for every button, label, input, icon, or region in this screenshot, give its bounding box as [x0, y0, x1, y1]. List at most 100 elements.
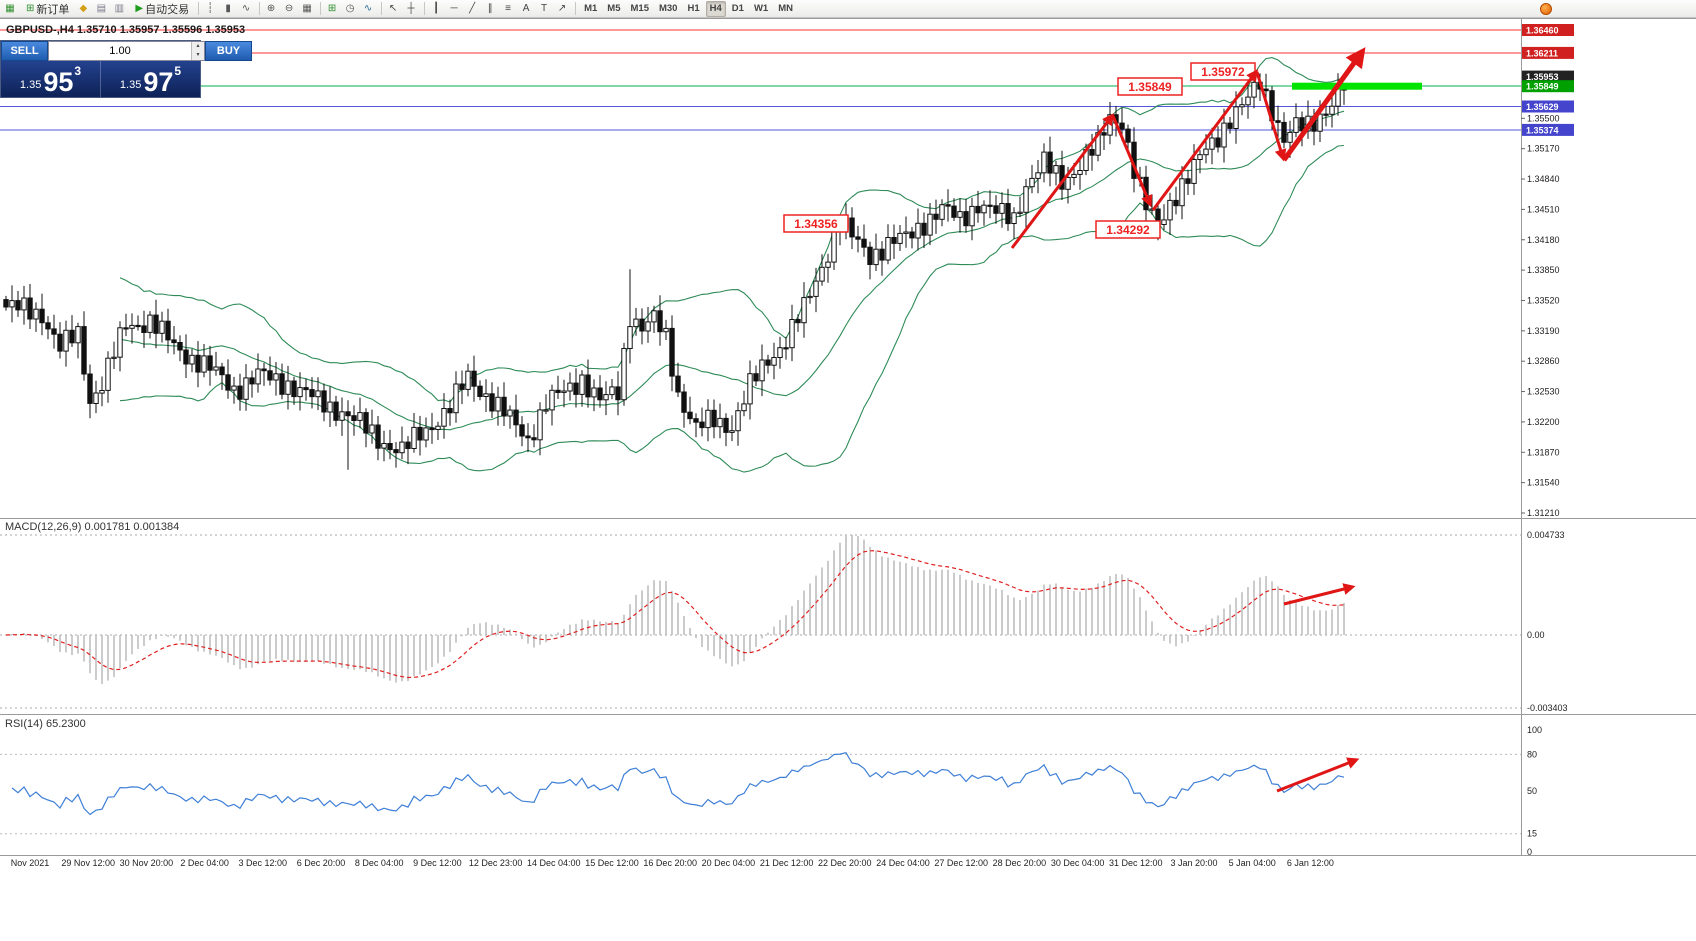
- windows-icon[interactable]: ▥: [112, 1, 128, 17]
- price-axis-label: 1.35170: [1527, 144, 1560, 154]
- price-axis: 1.35500 1.35170 1.34840 1.34510 1.34180 1.338…: [1521, 24, 1574, 518]
- ohlc-bars-icon[interactable]: ┆: [203, 1, 219, 17]
- indicators-icon-glyph: ∿: [363, 3, 373, 14]
- new-chart-icon[interactable]: ⊞: [325, 1, 341, 17]
- trendline-icon-glyph: ╱: [469, 3, 476, 14]
- trend-arrows[interactable]: [1010, 47, 1366, 793]
- label-icon-glyph: T: [541, 3, 548, 14]
- time-axis-label: 20 Dec 04:00: [702, 858, 756, 868]
- timeframe-h1-button[interactable]: H1: [687, 3, 700, 14]
- annotation-text: 1.34356: [794, 217, 838, 231]
- bid-big-digits: 95: [43, 67, 74, 97]
- profiles-icon[interactable]: ▤: [94, 1, 110, 17]
- vertical-line-icon[interactable]: ┃: [429, 1, 445, 17]
- favorites-icon[interactable]: ◆: [76, 1, 92, 17]
- timeframe-m5-button[interactable]: M5: [607, 3, 621, 14]
- auto-trading-button-glyph: ▶: [135, 3, 144, 14]
- price-axis-label: 1.33850: [1527, 265, 1560, 275]
- annotation-text: 1.35849: [1128, 80, 1172, 94]
- rsi-panel: 100 80 50 15 0: [0, 725, 1542, 857]
- rsi-axis-label: 100: [1527, 725, 1542, 735]
- label-icon[interactable]: T: [537, 1, 553, 17]
- annotation-text: 1.34292: [1106, 223, 1150, 237]
- auto-trading-button[interactable]: ▶ 自动交易: [130, 1, 194, 17]
- fibonacci-icon[interactable]: ≡: [501, 1, 517, 17]
- mini-chart-icon[interactable]: ▦: [3, 1, 19, 17]
- channel-icon[interactable]: ∥: [483, 1, 499, 17]
- one-click-trading-panel: SELL ▴ ▾ BUY 1.35 95 3 1.35 97 5: [0, 40, 252, 98]
- sell-button[interactable]: SELL: [1, 41, 48, 61]
- zoom-out-icon[interactable]: ⊖: [282, 1, 298, 17]
- timeframe-m15-button[interactable]: M15: [630, 3, 649, 14]
- volume-up-arrow[interactable]: ▴: [192, 42, 204, 51]
- price-annotations[interactable]: 1.34356 1.35849 1.35972 1.34292: [783, 62, 1256, 239]
- candlestick-chart-icon[interactable]: ▮: [221, 1, 237, 17]
- trend-arrow: [1276, 757, 1360, 793]
- time-axis-label: 12 Dec 23:00: [469, 858, 523, 868]
- crosshair-icon-glyph: ┼: [407, 3, 415, 14]
- alert-icon[interactable]: [1540, 3, 1552, 15]
- period-clock-icon[interactable]: ◷: [343, 1, 359, 17]
- volume-input[interactable]: [49, 42, 191, 60]
- line-chart-icon[interactable]: ∿: [239, 1, 255, 17]
- text-icon[interactable]: A: [519, 1, 535, 17]
- horizontal-line-icon-glyph: ─: [450, 3, 458, 14]
- new-chart-icon-glyph: ⊞: [327, 3, 337, 14]
- channel-icon-glyph: ∥: [487, 3, 493, 14]
- timeframe-m30-button[interactable]: M30: [658, 3, 678, 14]
- time-axis-label: Nov 2021: [11, 858, 50, 868]
- price-tag: [1522, 100, 1574, 113]
- bid-superscript: 3: [74, 64, 82, 78]
- macd-axis-label: -0.003403: [1527, 703, 1568, 713]
- arrows-tool-icon[interactable]: ↗: [555, 1, 571, 17]
- time-axis-label: 31 Dec 12:00: [1109, 858, 1163, 868]
- price-axis-label: 1.32530: [1527, 387, 1560, 397]
- time-axis-label: 27 Dec 12:00: [934, 858, 988, 868]
- timeframe-m1-button[interactable]: M1: [584, 3, 598, 14]
- toolbar-separator: [575, 2, 577, 15]
- bid-price[interactable]: 1.35 95 3: [1, 61, 100, 97]
- annotation-text: 1.35972: [1201, 65, 1245, 79]
- auto-trading-button-label: 自动交易: [145, 3, 190, 16]
- period-clock-icon-glyph: ◷: [345, 3, 355, 14]
- time-axis-label: 24 Dec 04:00: [876, 858, 930, 868]
- rsi-axis-label: 80: [1527, 749, 1537, 759]
- rsi-line: [11, 752, 1345, 816]
- fibonacci-icon-glyph: ≡: [505, 3, 512, 14]
- ask-prefix: 1.35: [119, 79, 142, 91]
- timeframe-mn-button[interactable]: MN: [778, 3, 793, 14]
- toolbar-separator: [381, 2, 383, 15]
- price-axis-label: 1.34180: [1527, 235, 1560, 245]
- timeframe-w1-button[interactable]: W1: [753, 3, 769, 14]
- timeframe-h4-button[interactable]: H4: [705, 0, 726, 17]
- cursor-icon-glyph: ↖: [388, 3, 398, 14]
- new-order-button[interactable]: ⊞ 新订单: [21, 1, 74, 17]
- trend-arrow: [1281, 47, 1366, 162]
- tile-windows-icon[interactable]: ▦: [300, 1, 316, 17]
- highlight-zone-bar[interactable]: [1292, 82, 1422, 90]
- buy-button[interactable]: BUY: [205, 41, 252, 61]
- horizontal-line-icon[interactable]: ─: [447, 1, 463, 17]
- ohlc-bars-icon-glyph: ┆: [207, 3, 214, 14]
- macd-axis-label: 0.00: [1527, 630, 1545, 640]
- ask-price[interactable]: 1.35 97 5: [100, 61, 200, 97]
- timeframe-d1-button[interactable]: D1: [731, 3, 744, 14]
- time-axis-label: 3 Dec 12:00: [239, 858, 288, 868]
- cursor-icon[interactable]: ↖: [386, 1, 402, 17]
- new-order-button-label: 新订单: [36, 3, 70, 16]
- time-axis-label: 8 Dec 04:00: [355, 858, 404, 868]
- rsi-indicator-label: RSI(14) 65.2300: [5, 718, 86, 730]
- zoom-in-icon[interactable]: ⊕: [264, 1, 280, 17]
- price-axis-label: 1.33190: [1527, 326, 1560, 336]
- trendline-icon[interactable]: ╱: [465, 1, 481, 17]
- volume-down-arrow[interactable]: ▾: [192, 51, 204, 60]
- trend-arrow: [1010, 113, 1115, 249]
- text-icon-glyph: A: [522, 3, 530, 14]
- toolbar-separator: [198, 2, 200, 15]
- candlestick-chart-icon-glyph: ▮: [225, 3, 231, 14]
- tile-windows-icon-glyph: ▦: [302, 3, 312, 14]
- time-axis-label: 14 Dec 04:00: [527, 858, 581, 868]
- indicators-icon[interactable]: ∿: [361, 1, 377, 17]
- crosshair-icon[interactable]: ┼: [404, 1, 420, 17]
